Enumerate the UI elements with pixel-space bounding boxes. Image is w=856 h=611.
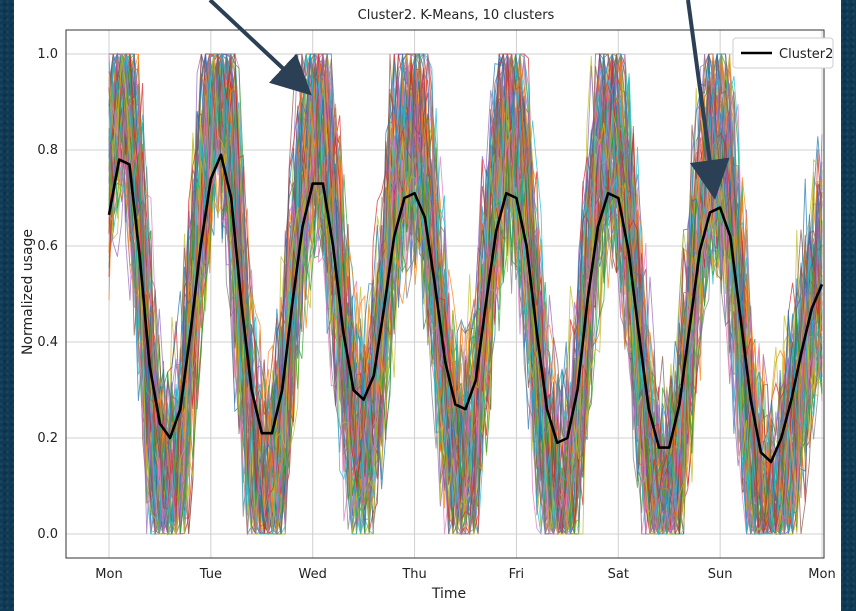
- background-trace: [108, 53, 823, 536]
- annotation-arrows: [208, 0, 730, 200]
- legend: Cluster2: [732, 37, 834, 69]
- y-axis-title: Normalized usage: [20, 229, 36, 355]
- x-tick-label: Mon: [95, 567, 122, 582]
- legend-box: [732, 37, 834, 69]
- chart-title: Cluster2. K-Means, 10 clusters: [358, 8, 555, 23]
- y-tick-label: 0.0: [37, 527, 58, 542]
- y-tick-label: 1.0: [37, 47, 58, 62]
- chart-figure: 0.0 0.2 0.4 0.6 0.8 1.0 Mon Tue Wed Thu Fri Sat Sun M…: [14, 0, 841, 611]
- ticks: 0.0 0.2 0.4 0.6 0.8 1.0 Mon Tue Wed Thu Fri Sat Sun M…: [37, 47, 835, 582]
- axes: [65, 29, 825, 559]
- cluster2-line: [107, 153, 824, 464]
- x-tick-label: Mon: [808, 567, 835, 582]
- axes-frame: [65, 29, 825, 559]
- background-trace: [108, 110, 823, 535]
- x-tick-label: Wed: [299, 567, 327, 582]
- annotation-arrow-left: [208, 0, 312, 96]
- y-tick-label: 0.4: [37, 335, 58, 350]
- line-chart: 0.0 0.2 0.4 0.6 0.8 1.0 Mon Tue Wed Thu Fri Sat Sun M…: [20, 0, 836, 602]
- background-trace: [108, 59, 823, 536]
- background-trace: [108, 53, 823, 535]
- x-tick-label: Sun: [708, 567, 733, 582]
- x-axis-title: Time: [431, 586, 466, 602]
- annotation-arrow-right: [686, 0, 730, 200]
- legend-label: Cluster2: [779, 47, 833, 62]
- y-tick-label: 0.2: [37, 431, 58, 446]
- y-tick-label: 0.6: [37, 239, 58, 254]
- x-tick-label: Sat: [608, 567, 629, 582]
- x-tick-label: Fri: [509, 567, 525, 582]
- x-tick-label: Tue: [199, 567, 222, 582]
- background-trace: [108, 62, 823, 525]
- y-tick-label: 0.8: [37, 143, 58, 158]
- cluster2-series: [107, 153, 824, 464]
- x-tick-label: Thu: [401, 567, 426, 582]
